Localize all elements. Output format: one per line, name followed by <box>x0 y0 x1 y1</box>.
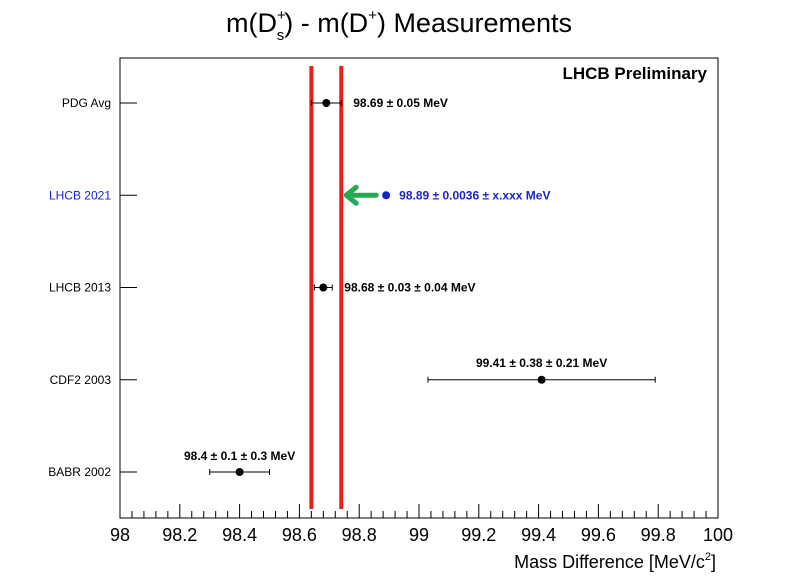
row-label: PDG Avg <box>62 96 111 110</box>
chart-annotation: LHCB Preliminary <box>562 64 707 83</box>
measurement-row: PDG Avg 98.69 ± 0.05 MeV <box>62 96 448 110</box>
x-tick-label: 99 <box>409 525 429 545</box>
x-axis-label: Mass Difference [MeV/c2] <box>514 551 716 572</box>
x-tick-label: 98.8 <box>342 525 377 545</box>
measurement-rows: PDG Avg 98.69 ± 0.05 MeV LHCB 2021 98.89 ± … <box>48 96 656 479</box>
value-label: 98.4 ± 0.1 ± 0.3 MeV <box>184 449 295 463</box>
x-tick-label: 98.6 <box>282 525 317 545</box>
row-label: LHCB 2013 <box>49 281 111 295</box>
x-tick-label: 99.6 <box>581 525 616 545</box>
data-point <box>322 99 331 107</box>
highlight-arrow-icon <box>343 184 379 206</box>
x-tick-label: 98.4 <box>222 525 257 545</box>
x-tick-label: 99.4 <box>521 525 556 545</box>
value-label: 98.68 ± 0.03 ± 0.04 MeV <box>344 281 475 295</box>
measurement-row: LHCB 2021 98.89 ± 0.0036 ± x.xxx MeV <box>49 188 551 202</box>
x-tick-label: 100 <box>703 525 733 545</box>
value-label: 98.69 ± 0.05 MeV <box>353 96 448 110</box>
chart-title: m(D+ s) - m(D+) Measurements <box>226 7 572 44</box>
x-axis: 98 98.2 98.4 98.6 98.8 99 99.2 99.4 99.6 99.8 100 <box>110 504 733 545</box>
data-point <box>319 283 328 292</box>
data-point <box>382 191 391 200</box>
row-label: BABR 2002 <box>48 465 111 479</box>
x-tick-label: 98 <box>110 525 130 545</box>
value-label: 99.41 ± 0.38 ± 0.21 MeV <box>476 356 607 370</box>
value-label: 98.89 ± 0.0036 ± x.xxx MeV <box>399 188 550 202</box>
x-tick-label: 99.2 <box>461 525 496 545</box>
measurement-row: LHCB 2013 98.68 ± 0.03 ± 0.04 MeV <box>49 281 476 295</box>
row-label: CDF2 2003 <box>50 373 112 387</box>
reference-lines <box>309 66 344 509</box>
measurement-row: CDF2 2003 99.41 ± 0.38 ± 0.21 MeV <box>50 356 656 387</box>
measurement-row: BABR 2002 98.4 ± 0.1 ± 0.3 MeV <box>48 449 295 479</box>
x-tick-label: 98.2 <box>162 525 197 545</box>
x-tick-label: 99.8 <box>641 525 676 545</box>
row-label: LHCB 2021 <box>49 188 111 202</box>
data-point <box>235 468 244 476</box>
data-point <box>537 375 546 384</box>
